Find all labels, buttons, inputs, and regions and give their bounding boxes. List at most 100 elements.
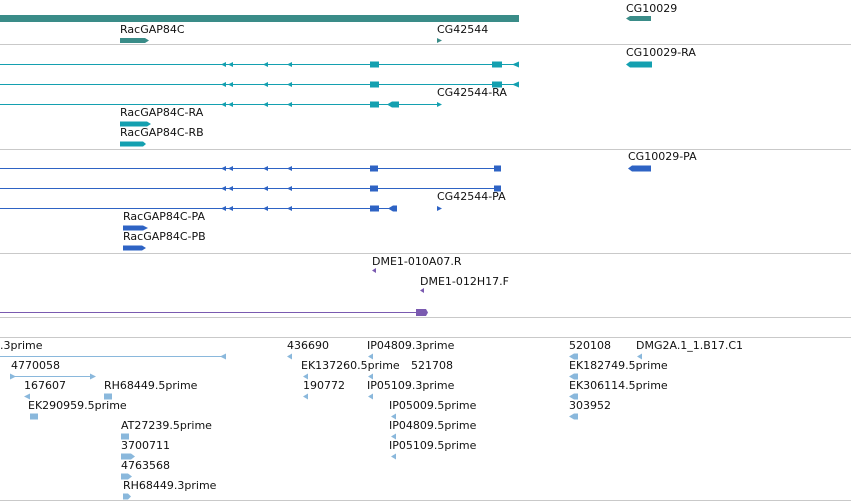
marker-feature-dme1-010a07[interactable] (372, 268, 376, 273)
gene-label-racgap84c[interactable]: RacGAP84C (120, 23, 185, 36)
protein-exon[interactable] (370, 205, 379, 212)
est-label[interactable]: IP05109.3prime (367, 379, 455, 392)
marker-feature-dme1-012h17[interactable] (420, 288, 424, 293)
transcript-exon[interactable] (492, 61, 502, 68)
transcript-exon[interactable] (263, 102, 268, 107)
protein-label-cg10029-pa[interactable]: CG10029-PA (628, 150, 697, 163)
transcript-exon[interactable] (221, 62, 226, 67)
protein-exon[interactable] (221, 206, 226, 211)
transcript-label-cg10029-ra[interactable]: CG10029-RA (626, 46, 696, 59)
marker-label-dme1-010a07[interactable]: DME1-010A07.R (372, 255, 462, 268)
protein-exon[interactable] (370, 185, 378, 192)
transcript-exon[interactable] (370, 101, 379, 108)
est-label[interactable]: EK137260.5prime (301, 359, 400, 372)
transcript-label-cg42544-ra[interactable]: CG42544-RA (437, 86, 507, 99)
transcript-cg10029-ra[interactable] (626, 61, 652, 68)
est-label[interactable]: 520108 (569, 339, 611, 352)
est-feature[interactable] (24, 393, 30, 400)
protein-label-racgap84c-pa[interactable]: RacGAP84C-PA (123, 210, 205, 223)
est-label[interactable]: RH68449.3prime (123, 479, 217, 492)
est-label[interactable]: AT27239.5prime (121, 419, 212, 432)
protein-exon[interactable] (263, 206, 268, 211)
gene-feature-racgap84c[interactable] (120, 38, 149, 43)
protein-exon[interactable] (388, 205, 397, 212)
est-label[interactable]: 303952 (569, 399, 611, 412)
transcript-exon[interactable] (437, 102, 442, 107)
gene-label-cg10029[interactable]: CG10029 (626, 2, 678, 15)
est-feature[interactable] (391, 413, 396, 420)
protein-exon[interactable] (221, 186, 226, 191)
est-label[interactable]: EK306114.5prime (569, 379, 668, 392)
protein-cg10029-pa[interactable] (628, 165, 651, 172)
transcript-racgap84c-rb[interactable] (120, 141, 146, 147)
est-feature[interactable] (121, 433, 129, 440)
transcript-exon[interactable] (512, 61, 519, 68)
est-feature[interactable] (391, 433, 396, 440)
transcript-exon[interactable] (263, 62, 268, 67)
est-label[interactable]: IP05009.5prime (389, 399, 477, 412)
transcript-exon[interactable] (228, 62, 233, 67)
est-feature[interactable] (303, 373, 308, 380)
est-feature[interactable] (90, 373, 96, 380)
est-feature[interactable] (121, 473, 132, 480)
protein-exon[interactable] (263, 166, 268, 171)
est-label[interactable]: .3prime (0, 339, 43, 352)
transcript-exon[interactable] (221, 82, 226, 87)
est-label[interactable]: EK290959.5prime (28, 399, 127, 412)
transcript-racgap84c-ra[interactable] (120, 121, 151, 127)
est-feature[interactable] (569, 393, 578, 400)
est-label[interactable]: EK182749.5prime (569, 359, 668, 372)
gene-label-cg42544[interactable]: CG42544 (437, 23, 489, 36)
est-label[interactable]: IP04809.3prime (367, 339, 455, 352)
est-feature[interactable] (30, 413, 38, 420)
est-feature[interactable] (637, 353, 642, 360)
transcript-exon[interactable] (370, 61, 379, 68)
protein-racgap84c-pb[interactable] (123, 245, 146, 251)
transcript-exon[interactable] (492, 81, 502, 88)
protein-exon[interactable] (228, 206, 233, 211)
est-label[interactable]: 436690 (287, 339, 329, 352)
gene-feature-bar[interactable] (0, 15, 519, 22)
protein-exon[interactable] (437, 206, 442, 211)
transcript-exon[interactable] (387, 101, 399, 108)
est-feature[interactable] (368, 373, 373, 380)
protein-exon[interactable] (287, 166, 292, 171)
protein-label-racgap84c-pb[interactable]: RacGAP84C-PB (123, 230, 206, 243)
transcript-exon[interactable] (228, 82, 233, 87)
protein-exon[interactable] (221, 166, 226, 171)
est-feature[interactable] (569, 353, 578, 360)
est-feature[interactable] (10, 373, 16, 380)
transcript-label-racgap84c-rb[interactable]: RacGAP84C-RB (120, 126, 204, 139)
transcript-exon[interactable] (370, 81, 379, 88)
est-label[interactable]: IP05109.5prime (389, 439, 477, 452)
est-feature[interactable] (368, 353, 373, 360)
protein-label-cg42544-pa[interactable]: CG42544-PA (437, 190, 506, 203)
protein-racgap84c-pa[interactable] (123, 225, 148, 231)
protein-exon[interactable] (494, 185, 501, 192)
est-label[interactable]: 4763568 (121, 459, 170, 472)
est-feature[interactable] (391, 453, 396, 460)
protein-exon[interactable] (370, 165, 378, 172)
protein-exon[interactable] (228, 166, 233, 171)
gene-feature-cg42544[interactable] (437, 38, 442, 43)
est-feature[interactable] (569, 373, 578, 380)
protein-exon[interactable] (263, 186, 268, 191)
est-feature[interactable] (121, 453, 135, 460)
est-label[interactable]: 167607 (24, 379, 66, 392)
marker-feature[interactable] (416, 309, 428, 316)
est-label[interactable]: 4770058 (11, 359, 60, 372)
est-feature[interactable] (368, 393, 373, 400)
gene-feature-cg10029[interactable] (626, 16, 651, 21)
marker-label-dme1-012h17[interactable]: DME1-012H17.F (420, 275, 509, 288)
est-label[interactable]: RH68449.5prime (104, 379, 198, 392)
est-feature[interactable] (303, 393, 308, 400)
transcript-exon[interactable] (287, 62, 292, 67)
transcript-exon[interactable] (228, 102, 233, 107)
protein-exon[interactable] (287, 206, 292, 211)
transcript-exon[interactable] (287, 82, 292, 87)
est-feature[interactable] (287, 353, 292, 360)
est-label[interactable]: 521708 (411, 359, 453, 372)
est-label[interactable]: IP04809.5prime (389, 419, 477, 432)
est-feature[interactable] (123, 493, 131, 500)
transcript-exon[interactable] (263, 82, 268, 87)
